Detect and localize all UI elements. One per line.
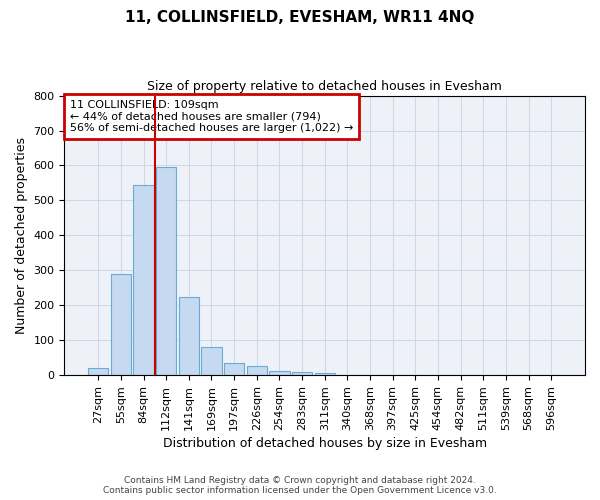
Bar	[156, 167, 176, 375]
Bar	[133, 184, 154, 375]
Y-axis label: Number of detached properties: Number of detached properties	[15, 137, 28, 334]
Text: 11, COLLINSFIELD, EVESHAM, WR11 4NQ: 11, COLLINSFIELD, EVESHAM, WR11 4NQ	[125, 10, 475, 25]
Title: Size of property relative to detached houses in Evesham: Size of property relative to detached ho…	[147, 80, 502, 93]
Bar	[247, 366, 267, 375]
Text: Contains HM Land Registry data © Crown copyright and database right 2024.
Contai: Contains HM Land Registry data © Crown c…	[103, 476, 497, 495]
Bar	[292, 372, 312, 375]
Bar	[314, 373, 335, 375]
Bar	[201, 347, 221, 375]
Bar	[269, 371, 290, 375]
Bar	[224, 363, 244, 375]
Text: 11 COLLINSFIELD: 109sqm
← 44% of detached houses are smaller (794)
56% of semi-d: 11 COLLINSFIELD: 109sqm ← 44% of detache…	[70, 100, 353, 133]
Bar	[88, 368, 109, 375]
Bar	[179, 296, 199, 375]
Bar	[111, 274, 131, 375]
X-axis label: Distribution of detached houses by size in Evesham: Distribution of detached houses by size …	[163, 437, 487, 450]
